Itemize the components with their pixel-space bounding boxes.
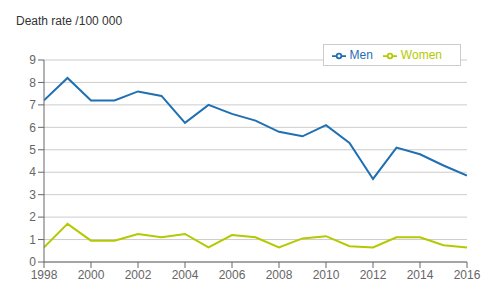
svg-text:8: 8: [29, 76, 36, 90]
svg-text:2010: 2010: [313, 268, 340, 282]
svg-text:1998: 1998: [31, 268, 58, 282]
svg-text:6: 6: [29, 121, 36, 135]
svg-text:2006: 2006: [219, 268, 246, 282]
html-text:Death rate /100 000: Death rate /100 000: [16, 14, 123, 28]
svg-text:7: 7: [29, 98, 36, 112]
svg-text:3: 3: [29, 188, 36, 202]
svg-text:2012: 2012: [360, 268, 387, 282]
svg-text:2002: 2002: [125, 268, 152, 282]
svg-text:9: 9: [29, 53, 36, 67]
svg-text:1: 1: [29, 233, 36, 247]
svg-text:2000: 2000: [78, 268, 105, 282]
svg-text:4: 4: [29, 165, 36, 179]
svg-text:5: 5: [29, 143, 36, 157]
svg-text:2016: 2016: [454, 268, 481, 282]
html-text:Women: Women: [400, 48, 442, 62]
svg-text:0: 0: [29, 255, 36, 269]
svg-text:2004: 2004: [172, 268, 199, 282]
svg-text:2: 2: [29, 210, 36, 224]
svg-text:2008: 2008: [266, 268, 293, 282]
html-text:Men: Men: [349, 48, 373, 62]
svg-text:2014: 2014: [407, 268, 434, 282]
